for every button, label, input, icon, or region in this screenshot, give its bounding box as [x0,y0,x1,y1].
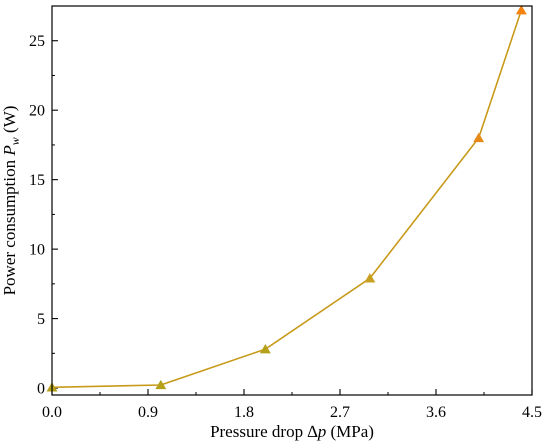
x-tick-label: 0.9 [138,404,158,421]
data-point [155,379,167,390]
series-line [51,9,523,389]
x-tick-label: 4.5 [522,404,542,421]
y-axis-label: Power consumption Pw (W) [0,106,22,296]
x-tick-label: 2.7 [330,404,350,421]
x-tick-label: 3.6 [426,404,446,421]
series-layer [46,4,527,392]
data-point [473,132,485,143]
y-tick-label: 10 [29,242,45,259]
plot-frame [51,5,533,396]
y-tick-label: 5 [37,311,45,328]
y-tick-label: 0 [37,381,45,398]
y-tick-label: 20 [29,103,45,120]
y-ticks: 0 5 10 15 20 25 [29,5,58,398]
y-tick-label: 15 [29,172,45,189]
x-axis-label: Pressure drop ∆p (MPa) [210,422,374,441]
data-point [515,4,527,15]
x-tick-label: 1.8 [234,404,254,421]
x-ticks: 0.0 0.9 1.8 2.7 3.6 4.5 [42,389,542,421]
x-tick-label: 0.0 [42,404,62,421]
data-point [364,273,376,283]
y-tick-label: 25 [29,33,45,50]
data-point [259,343,271,354]
